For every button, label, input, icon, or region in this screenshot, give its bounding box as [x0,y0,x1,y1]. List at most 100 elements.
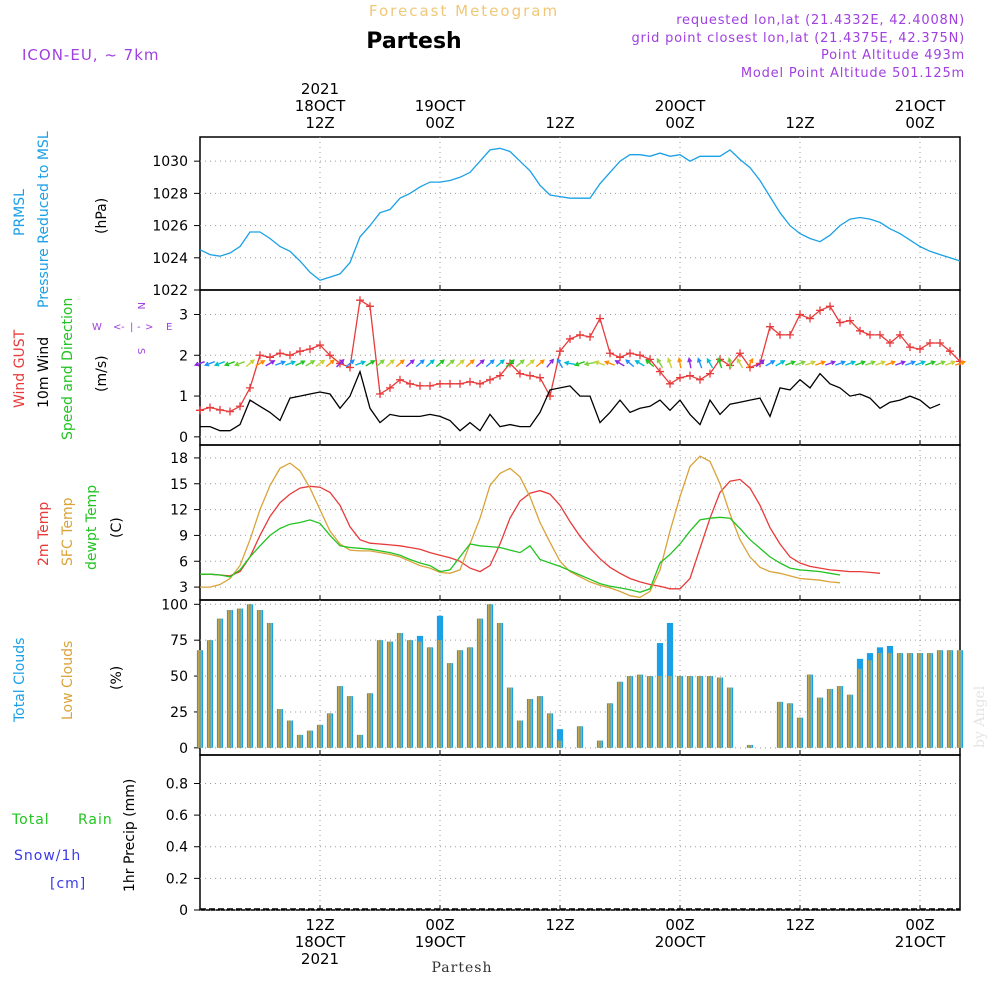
gust-marker [346,363,354,372]
ytick-label: 1 [179,389,188,405]
wind-direction-arrow [706,357,714,369]
legend-sfc-temp: SFC Temp [60,497,76,566]
legend-low-clouds: Low Clouds [60,641,76,720]
top-time-label: 12Z [785,114,814,132]
wind-direction-arrow [677,357,683,369]
gust-marker [876,330,884,339]
gust-marker [866,330,874,339]
legend-snow: Snow/1h [14,848,81,864]
total-cloud-bar [556,729,564,748]
gust-marker [636,351,644,360]
wind-direction-arrow [573,361,585,367]
wind-direction-arrow [515,359,525,368]
wind-direction-arrow [845,360,857,366]
ytick-label: 0 [179,741,188,757]
wind-direction-arrow [835,360,847,366]
bottom-time-label: 00Z [425,916,454,934]
ytick-label: 12 [170,503,188,519]
gust-marker [236,402,244,411]
compass-n: N [135,302,146,309]
ytick-label: 75 [170,633,188,649]
temperature-panel: 3 6 9 12 15 18 [170,444,961,601]
ytick-label: 25 [170,705,188,721]
wind-direction-arrow [667,357,673,369]
wind-direction-arrow [475,359,485,368]
wind-direction-arrow [233,361,245,367]
gust-marker [516,369,524,378]
gust-marker [886,339,894,348]
compass-dash1: - [121,322,125,333]
legend-dewpt-temp: dewpt Temp [84,485,100,570]
wind-direction-arrow [925,360,937,366]
wind-direction-arrow [405,359,415,368]
gust-marker [456,379,464,388]
temperature-legend: 2m Temp SFC Temp dewpt Temp (C) [36,485,125,570]
top-time-label: 2021 [301,80,339,98]
gust-marker [526,371,534,380]
supertitle: Forecast Meteogram [369,2,559,20]
wind-direction-arrow [435,359,445,368]
series-line-10m-wind [200,369,941,432]
gust-marker [696,375,704,384]
footer-location: Partesh [432,960,493,976]
wind-direction-arrow [765,360,776,367]
legend-wind-gust: Wind GUST [12,329,28,408]
compass-w: W [92,322,102,333]
bottom-time-label: 00Z [905,916,934,934]
gust-marker [786,330,794,339]
top-time-label: 00Z [665,114,694,132]
ytick-label: 9 [179,528,188,544]
legend-speed-direction: Speed and Direction [60,298,76,440]
wind-direction-arrow [495,359,505,368]
gust-marker [196,406,204,415]
wind-direction-arrow [865,360,877,366]
wind-direction-arrow [634,360,645,367]
wind-direction-arrow [955,360,967,366]
top-time-label: 18OCT [295,97,346,115]
gust-marker [676,373,684,382]
ytick-label: 0 [179,903,188,919]
ytick-label: 18 [170,451,188,467]
gust-marker [446,379,454,388]
gust-marker [626,349,634,358]
clouds-ylabel: (%) [109,666,125,690]
gust-marker [826,302,834,311]
clouds-legend: Total Clouds Low Clouds (%) [12,638,125,723]
wind-direction-arrow [375,359,385,368]
ytick-label: 1028 [152,186,188,202]
gust-marker [926,339,934,348]
wind-direction-arrow [945,360,957,366]
wind-direction-arrow [485,359,495,368]
wind-direction-arrow [455,359,465,368]
top-time-label: 00Z [425,114,454,132]
gust-marker [646,355,654,364]
wind-direction-arrow [825,360,837,366]
top-time-label: 19OCT [415,97,466,115]
pressure-ylabel: (hPa) [94,198,110,234]
wind-direction-arrow [583,361,596,367]
wind-direction-arrow [815,360,827,366]
gust-marker [586,332,594,341]
gust-marker [216,405,224,414]
ytick-label: 0.8 [166,776,188,792]
series-line-prmsl [199,147,961,282]
gust-marker [666,379,674,388]
wind-direction-arrow [935,360,947,366]
gust-marker [946,347,954,356]
wind-direction-arrow [355,360,367,366]
pressure-legend: PRMSL Pressure Reduced to MSL (hPa) [12,131,110,308]
precip-panel: 0 0.2 0.4 0.6 0.8 [166,754,961,919]
point-altitude: Point Altitude 493m [821,48,965,63]
clouds-panel: 0 25 50 75 100 [161,597,964,757]
bottom-time-label: 20OCT [655,933,706,951]
model-altitude: Model Point Altitude 501.125m [741,66,965,81]
wind-direction-arrow [785,360,797,366]
legend-total: Total [11,812,50,828]
bottom-time-label: 21OCT [895,933,946,951]
wind-direction-arrow [775,360,786,367]
wind-direction-arrow [325,359,335,368]
series-line-2m-temp [200,478,881,590]
legend-10m-wind: 10m Wind [36,337,52,408]
top-time-label: 00Z [905,114,934,132]
